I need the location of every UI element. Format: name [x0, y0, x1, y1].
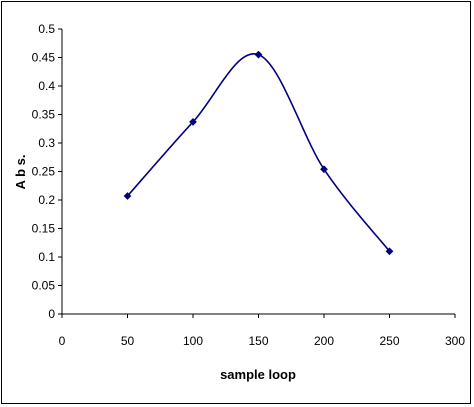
y-tick-label: 0.2 [38, 193, 55, 207]
data-point-marker [320, 165, 328, 174]
y-tick-label: 0.5 [38, 22, 55, 36]
y-axis-title: A b s. [13, 155, 28, 190]
data-point-marker [189, 117, 197, 126]
x-tick-label: 300 [445, 334, 465, 348]
x-axis-ticks: 0 50 100 150 200 250 300 [59, 314, 465, 348]
y-tick-label: 0.35 [32, 108, 56, 122]
y-tick-label: 0.4 [38, 79, 55, 93]
x-tick-label: 250 [379, 334, 399, 348]
x-tick-label: 100 [183, 334, 203, 348]
x-tick-label: 150 [248, 334, 268, 348]
y-tick-label: 0.1 [38, 250, 55, 264]
x-tick-label: 200 [314, 334, 334, 348]
series-group [123, 50, 394, 256]
data-point-marker [123, 192, 132, 200]
x-tick-label: 0 [59, 334, 66, 348]
y-tick-label: 0.25 [32, 165, 56, 179]
y-tick-label: 0.45 [32, 51, 56, 65]
x-tick-label: 50 [121, 334, 135, 348]
y-axis-ticks: 0 0.05 0.1 0.15 0.2 0.25 0.3 0.35 0.4 0.45 0.5 [32, 22, 62, 321]
y-tick-label: 0.3 [38, 136, 55, 150]
x-axis-title: sample loop [220, 367, 296, 382]
y-tick-label: 0.05 [32, 279, 56, 293]
series-line [126, 53, 391, 252]
data-point-marker [254, 50, 263, 59]
y-tick-label: 0 [48, 307, 55, 321]
data-point-marker [385, 247, 394, 256]
y-tick-label: 0.15 [32, 222, 56, 236]
